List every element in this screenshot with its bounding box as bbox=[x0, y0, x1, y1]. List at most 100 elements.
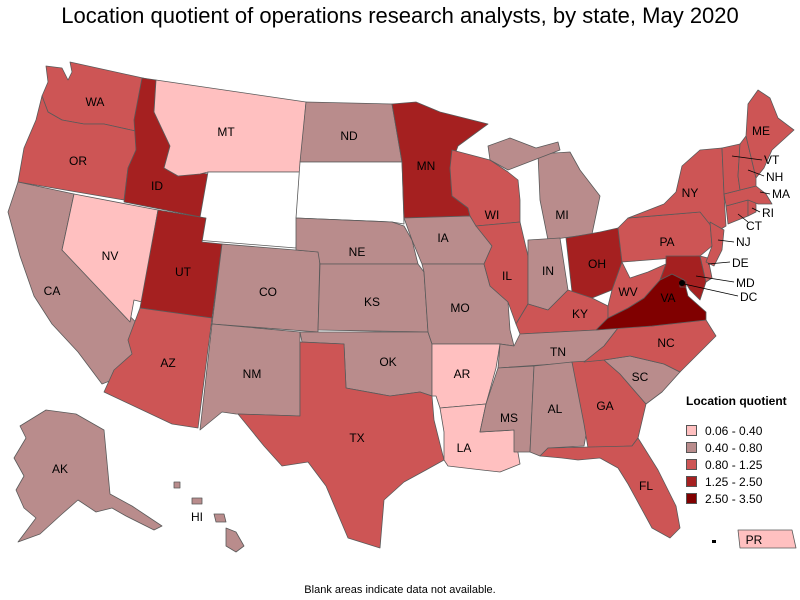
label-mt: MT bbox=[217, 125, 235, 139]
state-wy[interactable] bbox=[195, 171, 301, 249]
label-ok: OK bbox=[379, 355, 396, 369]
leader-vt bbox=[731, 155, 763, 161]
label-ar: AR bbox=[454, 367, 471, 381]
label-wv: WV bbox=[618, 285, 637, 299]
leader-nh bbox=[747, 169, 765, 177]
label-tn: TN bbox=[550, 345, 566, 359]
label-mo: MO bbox=[450, 301, 469, 315]
footnote: Blank areas indicate data not available. bbox=[304, 584, 496, 596]
leader-ct bbox=[737, 213, 749, 223]
legend-swatch bbox=[686, 459, 697, 470]
label-ne: NE bbox=[349, 245, 366, 259]
label-or: OR bbox=[69, 154, 87, 168]
label-va: VA bbox=[660, 291, 675, 305]
label-mi: MI bbox=[555, 208, 568, 222]
label-al: AL bbox=[548, 402, 563, 416]
label-nh: NH bbox=[766, 170, 783, 184]
label-az: AZ bbox=[160, 356, 175, 370]
label-md: MD bbox=[736, 276, 755, 290]
legend-item: 1.25 - 2.50 bbox=[686, 473, 796, 490]
label-ia: IA bbox=[437, 231, 448, 245]
leader-nj bbox=[717, 239, 735, 243]
legend-label: 2.50 - 3.50 bbox=[705, 491, 763, 506]
leader-ri bbox=[751, 207, 761, 213]
label-co: CO bbox=[259, 285, 277, 299]
state-vt[interactable] bbox=[721, 143, 741, 195]
legend-item: 2.50 - 3.50 bbox=[686, 490, 796, 507]
state-hi-maui[interactable] bbox=[213, 513, 227, 523]
label-wi: WI bbox=[485, 208, 500, 222]
label-fl: FL bbox=[639, 479, 653, 493]
leader-md bbox=[695, 275, 735, 283]
label-nd: ND bbox=[340, 129, 358, 143]
legend-swatch bbox=[686, 493, 697, 504]
label-la: LA bbox=[457, 441, 472, 455]
label-hi: HI bbox=[191, 510, 203, 524]
state-nc[interactable] bbox=[583, 319, 717, 373]
label-ky: KY bbox=[572, 307, 588, 321]
label-ca: CA bbox=[44, 284, 61, 298]
state-il[interactable] bbox=[475, 221, 529, 325]
legend-item: 0.80 - 1.25 bbox=[686, 456, 796, 473]
legend-label: 0.80 - 1.25 bbox=[705, 457, 763, 472]
label-mn: MN bbox=[417, 159, 436, 173]
state-sd[interactable] bbox=[295, 161, 405, 225]
legend-item: 0.06 - 0.40 bbox=[686, 422, 796, 439]
legend-swatch bbox=[686, 425, 697, 436]
label-nm: NM bbox=[243, 367, 262, 381]
state-hi-kauai[interactable] bbox=[173, 481, 181, 489]
state-fl[interactable] bbox=[539, 437, 681, 539]
state-nj[interactable] bbox=[705, 221, 725, 267]
pr-islet bbox=[712, 540, 716, 543]
label-dc: DC bbox=[740, 290, 758, 304]
label-pa: PA bbox=[659, 235, 674, 249]
legend-swatch bbox=[686, 442, 697, 453]
label-nc: NC bbox=[657, 336, 675, 350]
label-ut: UT bbox=[175, 265, 192, 279]
state-tx[interactable] bbox=[237, 341, 445, 549]
leader-de bbox=[707, 261, 731, 265]
label-ct: CT bbox=[746, 219, 763, 233]
label-ri: RI bbox=[762, 206, 774, 220]
leader-dc bbox=[683, 283, 739, 297]
label-oh: OH bbox=[588, 257, 606, 271]
legend-label: 0.06 - 0.40 bbox=[705, 423, 763, 438]
legend-item: 0.40 - 0.80 bbox=[686, 439, 796, 456]
label-de: DE bbox=[732, 256, 749, 270]
leader-ma bbox=[759, 191, 771, 195]
state-hi-oahu[interactable] bbox=[191, 497, 203, 505]
label-id: ID bbox=[151, 179, 163, 193]
state-ak[interactable] bbox=[13, 409, 163, 543]
state-me[interactable] bbox=[745, 89, 795, 179]
label-nj: NJ bbox=[736, 235, 751, 249]
state-mi[interactable] bbox=[537, 151, 601, 241]
legend: Location quotient 0.06 - 0.40 0.40 - 0.8… bbox=[686, 394, 796, 507]
state-de[interactable] bbox=[699, 255, 713, 283]
label-nv: NV bbox=[102, 249, 119, 263]
state-pr[interactable] bbox=[737, 529, 797, 549]
label-ks: KS bbox=[364, 295, 380, 309]
label-il: IL bbox=[502, 269, 512, 283]
label-ga: GA bbox=[596, 399, 613, 413]
label-pr: PR bbox=[746, 533, 763, 547]
label-ma: MA bbox=[772, 187, 790, 201]
label-vt: VT bbox=[764, 153, 780, 167]
state-az[interactable] bbox=[103, 307, 213, 429]
label-me: ME bbox=[752, 124, 770, 138]
state-mi-up[interactable] bbox=[487, 137, 561, 171]
map-title: Location quotient of operations research… bbox=[61, 3, 739, 28]
label-in: IN bbox=[542, 264, 554, 278]
label-ak: AK bbox=[52, 462, 68, 476]
state-hi[interactable] bbox=[225, 527, 245, 553]
dc-marker bbox=[679, 280, 685, 286]
legend-swatch bbox=[686, 476, 697, 487]
legend-label: 1.25 - 2.50 bbox=[705, 474, 763, 489]
label-ny: NY bbox=[682, 186, 699, 200]
legend-label: 0.40 - 0.80 bbox=[705, 440, 763, 455]
legend-title: Location quotient bbox=[686, 394, 787, 408]
label-tx: TX bbox=[349, 431, 364, 445]
label-ms: MS bbox=[500, 411, 518, 425]
label-wa: WA bbox=[86, 95, 105, 109]
label-sc: SC bbox=[632, 370, 649, 384]
